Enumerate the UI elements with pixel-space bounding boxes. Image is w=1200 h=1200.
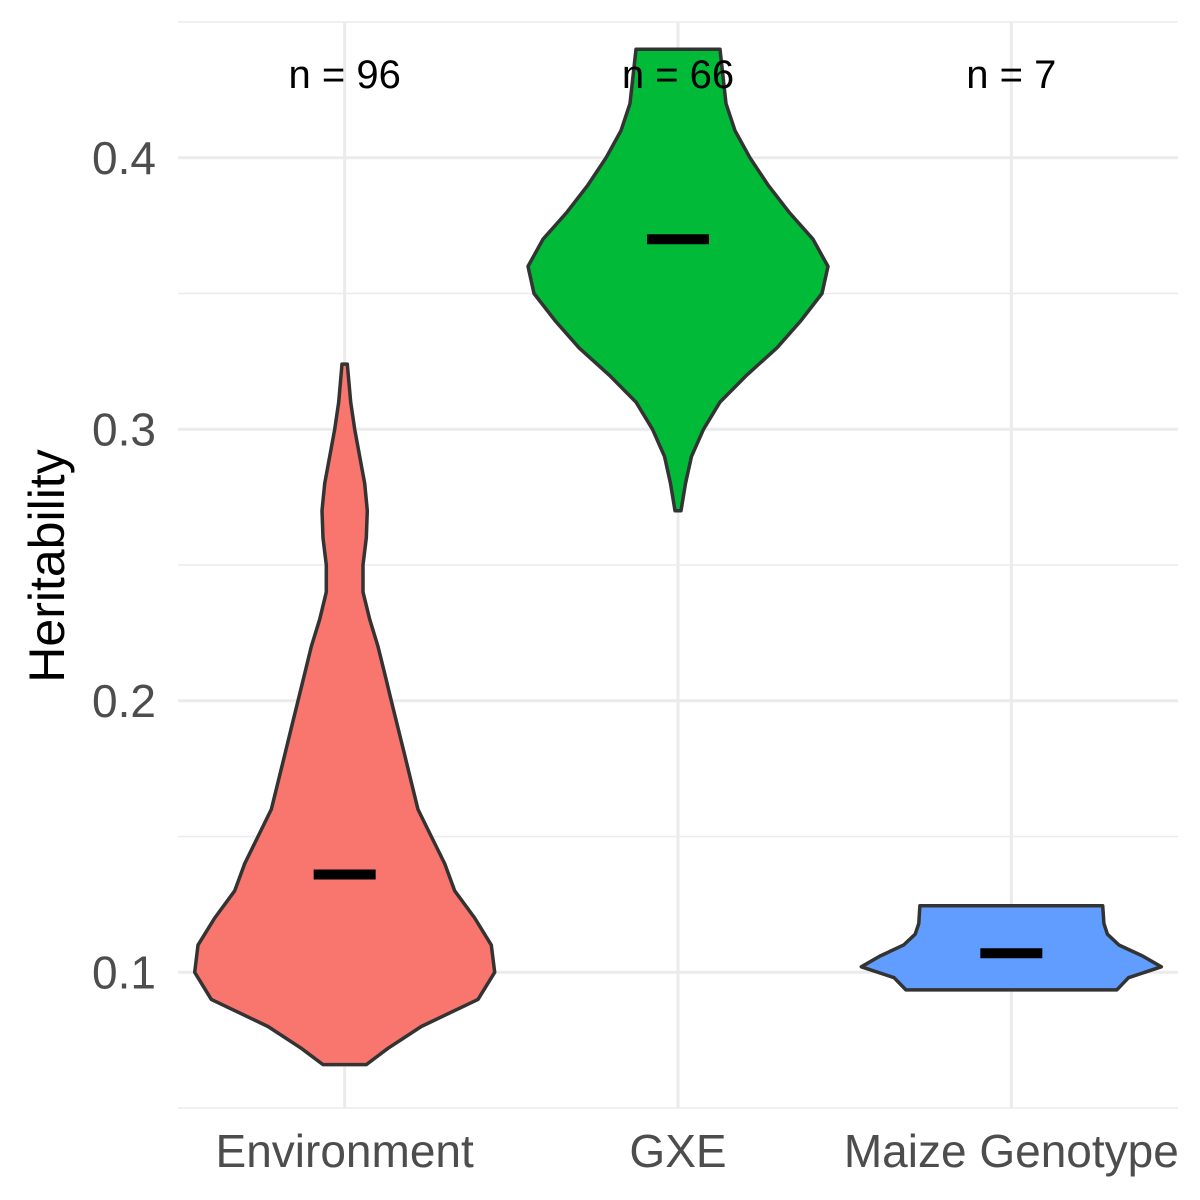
y-tick-label: 0.2 bbox=[92, 675, 156, 727]
violins bbox=[192, 47, 1164, 1067]
n-label-gxe: n = 66 bbox=[622, 53, 734, 97]
y-axis-ticks: 0.1 0.2 0.3 0.4 bbox=[92, 132, 156, 999]
median-lines bbox=[313, 234, 1043, 959]
x-tick-label: GXE bbox=[629, 1125, 726, 1177]
y-tick-label: 0.1 bbox=[92, 946, 156, 998]
y-tick-label: 0.4 bbox=[92, 132, 156, 184]
n-label-maize-genotype: n = 7 bbox=[966, 53, 1056, 97]
violin-gxe bbox=[526, 47, 830, 513]
x-tick-label: Environment bbox=[216, 1125, 474, 1177]
y-axis-title: Heritability bbox=[19, 449, 75, 682]
n-label-environment: n = 96 bbox=[289, 53, 401, 97]
violin-maize-genotype bbox=[859, 903, 1164, 992]
x-tick-label: Maize Genotype bbox=[844, 1125, 1179, 1177]
violin-environment bbox=[192, 362, 497, 1067]
x-axis-ticks: Environment GXE Maize Genotype bbox=[216, 1125, 1179, 1177]
n-labels: n = 96 n = 66 n = 7 bbox=[289, 53, 1057, 97]
y-tick-label: 0.3 bbox=[92, 403, 156, 455]
